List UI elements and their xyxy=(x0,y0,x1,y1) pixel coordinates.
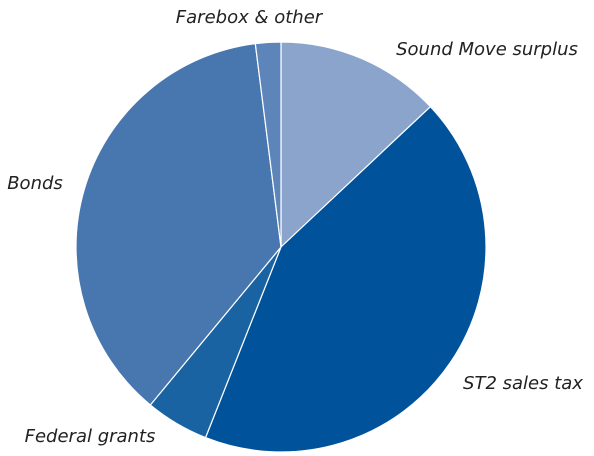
pie-slice xyxy=(204,105,487,453)
slice-label: Sound Move surplus xyxy=(396,39,578,60)
pie-slice xyxy=(280,41,432,249)
pie-slice xyxy=(254,41,282,248)
pie-slice xyxy=(75,42,282,406)
slice-label: Farebox & other xyxy=(176,7,324,28)
slice-label: Federal grants xyxy=(25,426,156,447)
slice-label: ST2 sales tax xyxy=(463,373,583,394)
slice-label: Bonds xyxy=(7,173,63,194)
